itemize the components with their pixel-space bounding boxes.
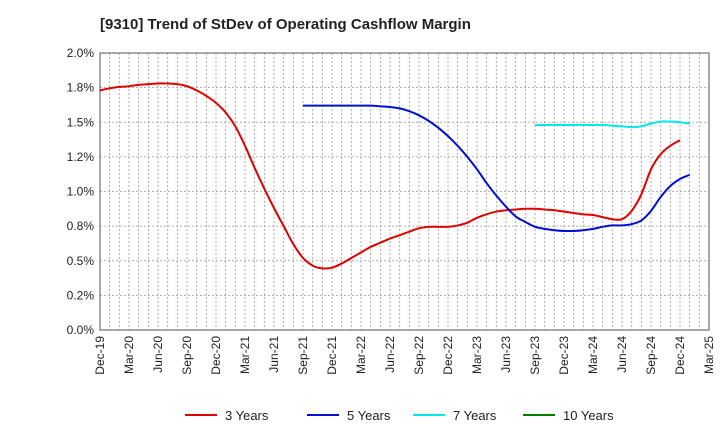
- y-tick-label: 0.2%: [67, 288, 95, 302]
- x-tick-label: Jun-22: [383, 336, 397, 373]
- x-tick-label: Sep-21: [296, 336, 310, 375]
- y-tick-label: 2.0%: [67, 46, 95, 60]
- legend-label-7-years: 7 Years: [453, 408, 497, 423]
- x-tick-label: Dec-22: [441, 336, 455, 375]
- y-tick-label: 1.0%: [67, 185, 95, 199]
- y-tick-label: 0.5%: [67, 254, 95, 268]
- series-line-3-years: [99, 82, 681, 270]
- x-tick-label: Jun-23: [499, 336, 513, 373]
- legend: 3 Years 5 Years 7 Years 10 Years: [185, 408, 614, 423]
- x-tick-label: Mar-24: [586, 336, 600, 374]
- x-tick-label: Dec-23: [557, 336, 571, 375]
- legend-label-10-years: 10 Years: [563, 408, 614, 423]
- chart-title: [9310] Trend of StDev of Operating Cashf…: [100, 16, 471, 33]
- legend-label-5-years: 5 Years: [347, 408, 391, 423]
- x-tick-label: Jun-21: [267, 336, 281, 373]
- x-tick-label: Mar-22: [354, 336, 368, 374]
- series-line-5-years: [302, 104, 691, 233]
- x-tick-label: Dec-20: [209, 336, 223, 375]
- x-tick-label: Mar-25: [702, 336, 716, 374]
- x-tick-label: Mar-21: [238, 336, 252, 374]
- x-tick-label: Sep-22: [412, 336, 426, 375]
- plot-area-border: [99, 52, 710, 331]
- x-tick-label: Jun-20: [151, 336, 165, 373]
- y-tick-label: 1.2%: [67, 150, 95, 164]
- y-tick-label: 0.0%: [67, 323, 95, 337]
- x-axis-ticks: Dec-19 Mar-20 Jun-20 Sep-20 Dec-20 Mar-21 Jun-…: [93, 336, 716, 375]
- x-tick-label: Dec-24: [673, 336, 687, 375]
- x-tick-label: Sep-23: [528, 336, 542, 375]
- series-line-7-years: [534, 120, 690, 129]
- y-axis-ticks: 0.0% 0.2% 0.5% 0.8% 1.0% 1.2% 1.5% 1.8% 2.0%: [67, 46, 95, 337]
- x-tick-label: Dec-19: [93, 336, 107, 375]
- y-tick-label: 1.5%: [67, 115, 95, 129]
- series-lines: [99, 82, 691, 270]
- x-tick-label: Mar-20: [122, 336, 136, 374]
- x-tick-label: Sep-24: [644, 336, 658, 375]
- legend-label-3-years: 3 Years: [225, 408, 269, 423]
- x-tick-label: Mar-23: [470, 336, 484, 374]
- x-tick-label: Sep-20: [180, 336, 194, 375]
- x-tick-label: Dec-21: [325, 336, 339, 375]
- x-tick-label: Jun-24: [615, 336, 629, 373]
- y-tick-label: 1.8%: [67, 81, 95, 95]
- y-tick-label: 0.8%: [67, 219, 95, 233]
